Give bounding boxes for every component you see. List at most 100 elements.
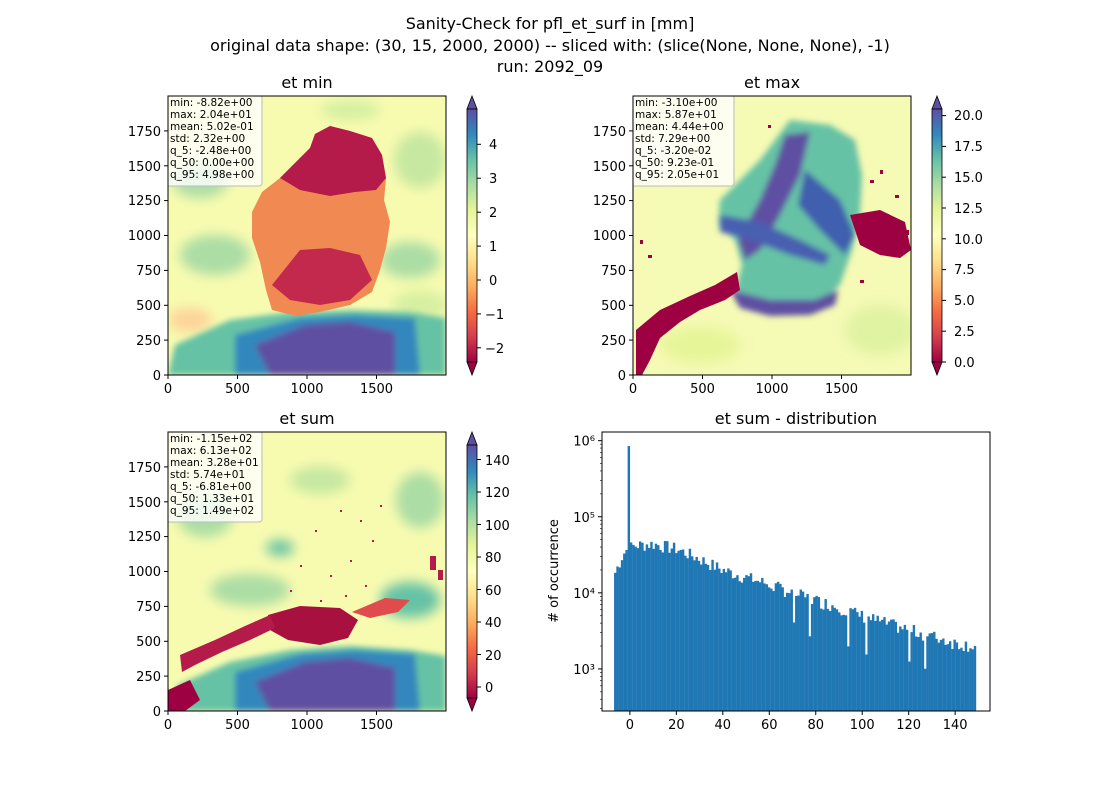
histogram-bar: [729, 570, 732, 711]
colorbar-tick-label: −1: [485, 308, 504, 323]
histogram-bar: [955, 642, 959, 711]
histogram-bar: [695, 556, 698, 711]
histogram-bar: [969, 648, 972, 711]
histogram-bar: [684, 555, 687, 711]
y-tick-label: 1250: [593, 194, 626, 209]
histogram-bar: [901, 629, 904, 711]
stats-box: min: -8.82e+00 max: 2.04e+01 mean: 5.02e…: [168, 96, 263, 187]
histogram-bar: [774, 583, 778, 711]
histogram-bar: [679, 550, 683, 711]
histogram-bar: [933, 631, 936, 711]
histogram-bar: [632, 544, 635, 711]
heatmap-image: min: -3.10e+00 max: 5.87e+01 mean: 4.44e…: [633, 96, 911, 375]
histogram-bar: [967, 651, 970, 711]
histogram-bar: [887, 621, 891, 711]
histogram-bar: [826, 608, 830, 711]
colorbar-tick-label: 100: [485, 519, 510, 534]
x-tick-label: 0: [164, 382, 172, 397]
stat-line: max: 6.13e+02: [170, 445, 252, 457]
suptitle-line-2: original data shape: (30, 15, 2000, 2000…: [210, 36, 890, 55]
histogram-bar: [942, 638, 945, 711]
histogram-bar: [883, 617, 886, 711]
histogram-bar: [856, 612, 859, 711]
histogram-bar: [745, 575, 748, 711]
histogram-bar: [648, 547, 651, 711]
histogram-bar: [831, 605, 834, 711]
histogram-bar: [713, 569, 717, 711]
y-tick-label: 10⁴: [573, 587, 595, 602]
panel-title: et sum - distribution: [715, 409, 877, 428]
stat-line: mean: 5.02e-01: [170, 121, 254, 133]
histogram-bar: [865, 654, 868, 711]
colorbar-tick-label: 120: [485, 486, 510, 501]
histogram-bar: [806, 593, 809, 711]
histogram-bar: [756, 580, 760, 711]
histogram-bar: [862, 622, 866, 711]
histogram-bar: [718, 568, 721, 711]
panel-et-max: et max: [593, 73, 983, 397]
histogram-bar: [973, 645, 977, 711]
colorbar-tick-label: 3: [489, 172, 497, 187]
histogram-bar: [697, 560, 701, 711]
histogram-bar: [801, 591, 805, 711]
x-tick-label: 1500: [360, 382, 393, 397]
panel-et-min: et min min: -8.82e+00: [128, 73, 504, 397]
y-ticks: 10³ 10⁴ 10⁵ 10⁶: [573, 435, 602, 710]
histogram-bar: [736, 575, 739, 711]
histogram-bar: [681, 549, 685, 711]
histogram-bar: [722, 568, 726, 711]
histogram-bar: [903, 624, 907, 711]
y-tick-label: 500: [601, 299, 626, 314]
histogram-bar: [772, 591, 775, 711]
x-tick-label: 100: [850, 718, 875, 733]
stat-line: std: 7.29e+00: [635, 133, 710, 145]
stat-line: std: 5.74e+01: [170, 469, 245, 481]
x-tick-label: 1000: [290, 718, 323, 733]
y-tick-label: 10⁵: [573, 511, 595, 526]
colorbar-tick-label: 40: [485, 616, 502, 631]
histogram-bar: [761, 577, 764, 711]
histogram-bar: [948, 641, 952, 711]
histogram-bar: [874, 620, 877, 711]
histogram-bar: [786, 592, 789, 711]
histogram-bar: [625, 549, 628, 711]
histogram-bar: [765, 584, 769, 711]
histogram-bar: [752, 581, 755, 711]
histogram-bar: [709, 570, 712, 711]
stat-line: q_50: 0.00e+00: [170, 157, 254, 169]
stat-line: std: 2.32e+00: [170, 133, 245, 145]
heatmap-image: min: -1.15e+02 max: 6.13e+02 mean: 3.28e…: [168, 432, 446, 711]
histogram-bar: [797, 595, 800, 711]
y-tick-label: 0: [153, 705, 161, 720]
y-tick-label: 1750: [593, 125, 626, 140]
histogram-bar: [623, 553, 626, 711]
histogram-bar: [781, 587, 784, 711]
colorbar-tick-label: 2.5: [954, 325, 975, 340]
histogram-bar: [928, 633, 931, 711]
x-ticks: 0 500 1000 1500: [164, 375, 393, 397]
colorbar: 0.0 2.5 5.0 7.5 10.0 12.5 15.0 17.5 20.0: [931, 94, 983, 377]
y-tick-label: 500: [136, 635, 161, 650]
histogram-bar: [636, 548, 640, 711]
histogram-bar: [727, 568, 730, 711]
histogram-bar: [657, 545, 660, 711]
histogram-bar: [693, 560, 696, 711]
y-tick-label: 1750: [128, 461, 161, 476]
histogram-bar: [659, 550, 662, 711]
histogram-bar: [672, 542, 676, 711]
y-tick-label: 0: [618, 369, 626, 384]
stat-line: q_95: 1.49e+02: [170, 505, 254, 517]
histogram-bar: [790, 589, 793, 711]
stat-line: mean: 3.28e+01: [170, 457, 259, 469]
histogram-bar: [930, 633, 934, 711]
histogram-bar: [937, 642, 941, 711]
histogram-bar: [654, 543, 658, 711]
x-ticks: 0 500 1000 1500: [164, 711, 393, 733]
histogram-bar: [700, 564, 703, 711]
histogram-bar: [704, 563, 707, 711]
y-tick-label: 250: [136, 670, 161, 685]
y-tick-label: 10⁶: [573, 435, 595, 450]
histogram-bar: [890, 619, 893, 711]
histogram-bar: [733, 577, 737, 711]
histogram-bar: [924, 668, 927, 711]
